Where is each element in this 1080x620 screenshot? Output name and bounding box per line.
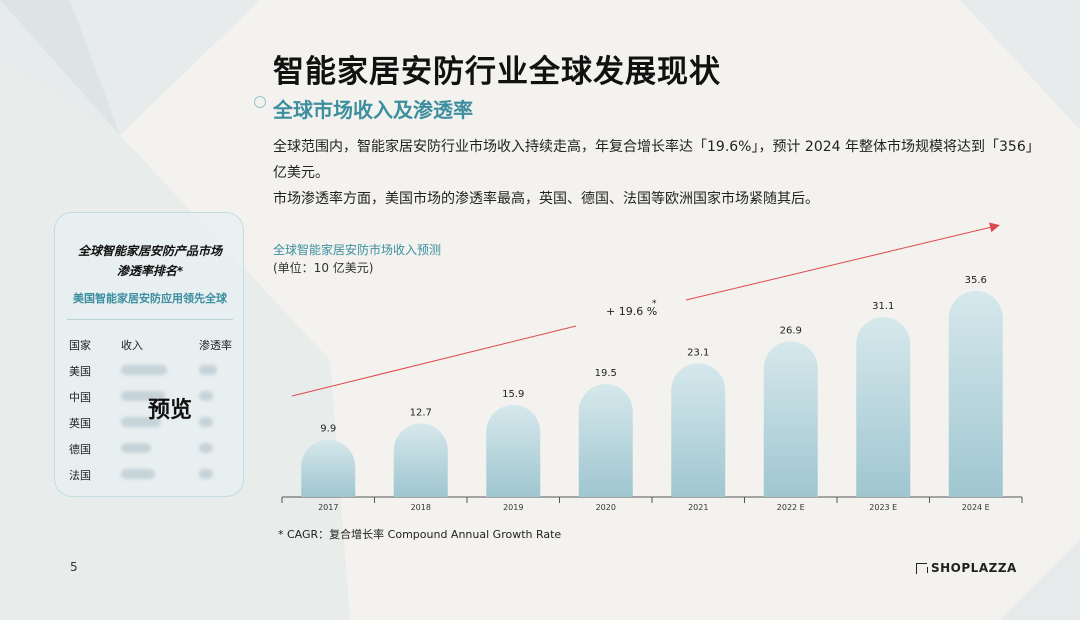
blurred-rate: [199, 416, 239, 430]
country-name: 德国: [69, 443, 91, 456]
summary-paragraph: 市场渗透率方面，美国市场的渗透率最高，英国、德国、法国等欧洲国家市场紧随其后。: [273, 191, 819, 207]
growth-rate-footnote-mark: *: [652, 299, 657, 309]
data-label: 23.1: [687, 347, 709, 358]
table-row: 法国: [69, 462, 239, 488]
x-tick-label: 2017: [318, 503, 338, 512]
summary-paragraph: 全球范围内，智能家居安防行业市场收入持续走高，年复合增长率达「19.6%」，预计…: [273, 139, 1033, 181]
trend-arrow: [685, 222, 1000, 301]
subtitle-bullet-icon: [254, 96, 266, 108]
table-row: 中国: [69, 384, 239, 410]
blurred-revenue: [121, 364, 199, 378]
blurred-rate: [199, 364, 239, 378]
summary-text: 全球范围内，智能家居安防行业市场收入持续走高，年复合增长率达「19.6%」，预计…: [273, 134, 1033, 212]
card-subheading: 美国智能家居安防应用领先全球: [73, 292, 227, 305]
brand-name: SHOPLAZZA: [931, 561, 1017, 575]
growth-rate-annotation: + 19.6 %: [606, 305, 657, 318]
bar: [486, 404, 541, 497]
table-row: 德国: [69, 436, 239, 462]
table-header-row: 国家 收入 渗透率: [69, 332, 239, 358]
blurred-rate: [199, 390, 239, 404]
table-row: 美国: [69, 358, 239, 384]
blurred-rate: [199, 442, 239, 456]
data-label: 31.1: [872, 301, 894, 312]
chart-title: 全球智能家居安防市场收入预测: [273, 243, 442, 257]
country-name: 美国: [69, 365, 91, 378]
x-tick-label: 2020: [596, 503, 616, 512]
bar: [948, 291, 1003, 497]
bar: [301, 439, 356, 497]
brand-logo: SHOPLAZZA: [916, 561, 1017, 575]
data-label: 35.6: [965, 275, 987, 286]
brand-mark-icon: [916, 562, 928, 574]
data-label: 9.9: [320, 424, 336, 435]
blurred-revenue: [121, 390, 199, 404]
data-label: 19.5: [595, 368, 617, 379]
country-name: 法国: [69, 469, 91, 482]
card-divider: [67, 319, 233, 320]
x-tick-label: 2019: [503, 503, 523, 512]
trend-line: [291, 325, 577, 397]
page-number: 5: [70, 560, 78, 574]
blurred-revenue: [121, 468, 199, 482]
x-tick-label: 2021: [688, 503, 708, 512]
preview-watermark: 预览: [148, 398, 193, 423]
bar: [393, 423, 448, 497]
x-tick-label: 2023 E: [869, 503, 897, 512]
table-row: 英国: [69, 410, 239, 436]
data-label: 26.9: [780, 325, 802, 336]
bar: [671, 363, 726, 497]
ranking-table: 国家 收入 渗透率 美国 中国 英国 德国 法国: [69, 332, 239, 488]
data-label: 15.9: [502, 389, 524, 400]
chart-unit-label: (单位：10 亿美元): [273, 261, 374, 275]
blurred-rate: [199, 468, 239, 482]
data-label: 12.7: [410, 408, 432, 419]
column-header: 渗透率: [199, 339, 232, 352]
penetration-ranking-card: 全球智能家居安防产品市场 渗透率排名* 美国智能家居安防应用领先全球 国家 收入…: [54, 212, 244, 497]
page-title: 智能家居安防行业全球发展现状: [273, 54, 721, 90]
column-header: 收入: [121, 339, 143, 352]
x-tick-label: 2022 E: [777, 503, 805, 512]
blurred-revenue: [121, 416, 199, 430]
country-name: 英国: [69, 417, 91, 430]
blurred-revenue: [121, 442, 199, 456]
x-tick-label: 2024 E: [962, 503, 990, 512]
x-tick-label: 2018: [411, 503, 431, 512]
card-heading: 全球智能家居安防产品市场 渗透率排名*: [55, 241, 245, 281]
card-heading-line: 全球智能家居安防产品市场: [77, 244, 222, 258]
card-heading-line: 渗透率排名*: [116, 264, 184, 278]
page-subtitle: 全球市场收入及渗透率: [273, 98, 473, 122]
column-header: 国家: [69, 339, 91, 352]
bar: [856, 317, 911, 497]
bar: [763, 341, 818, 497]
bar: [578, 384, 633, 497]
footnote: * CAGR：复合增长率 Compound Annual Growth Rate: [278, 528, 562, 541]
country-name: 中国: [69, 391, 91, 404]
